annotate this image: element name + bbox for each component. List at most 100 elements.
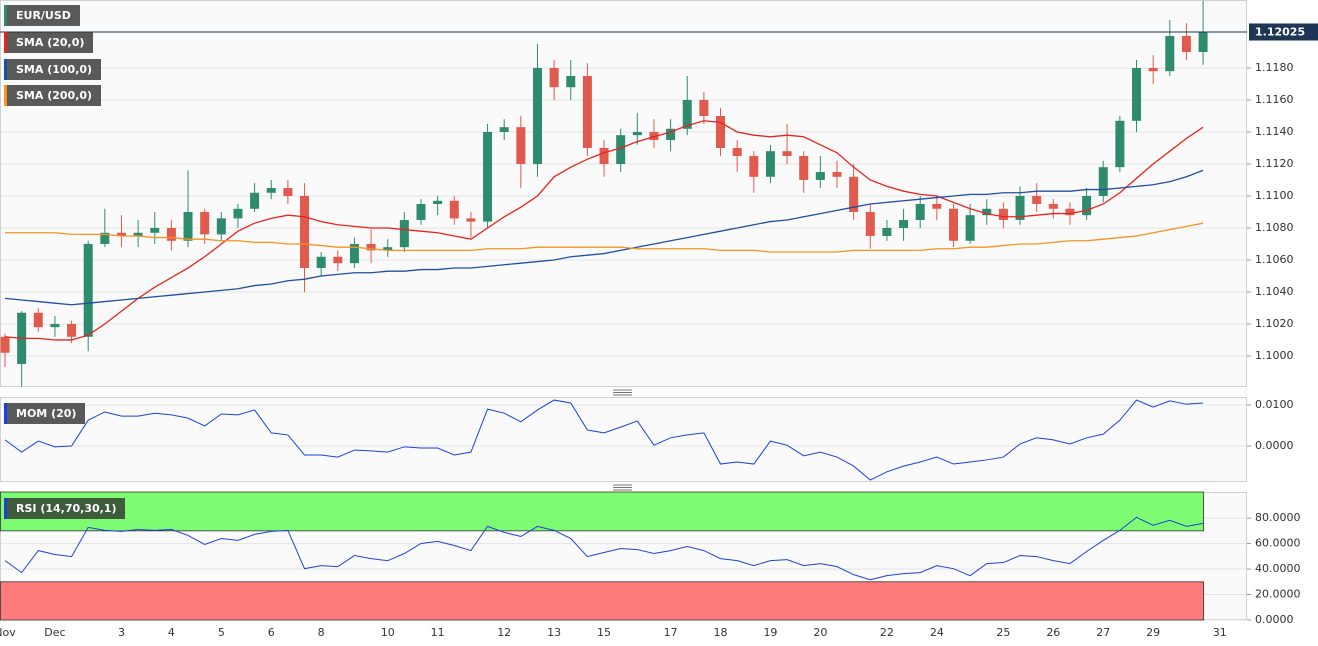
candle-body [549, 67, 559, 88]
candle-body [732, 147, 742, 156]
candle-body [499, 127, 509, 132]
x-tick-label: 8 [318, 626, 325, 639]
candle-body [749, 155, 759, 177]
candle-body [849, 176, 859, 212]
legend-item: EUR/USD [4, 5, 80, 26]
series-line [4, 399, 1204, 481]
legend-label: EUR/USD [16, 9, 71, 22]
x-tick-label: 22 [880, 626, 894, 639]
candle-body [183, 211, 193, 241]
candle-body [1032, 195, 1042, 204]
candle-body [100, 232, 110, 244]
candle-body [1065, 208, 1075, 216]
y-tick-label: 80.0000 [1255, 511, 1301, 524]
last-price-tag [1249, 23, 1318, 41]
x-tick-label: Nov [0, 626, 16, 639]
y-tick-label: 0.0000 [1255, 613, 1294, 626]
legend-item: MOM (20) [4, 403, 86, 424]
x-tick-label: 20 [813, 626, 827, 639]
candle-body [765, 151, 775, 177]
candle-body [832, 171, 842, 177]
candle-body [216, 218, 226, 235]
candle-body [682, 99, 692, 129]
candle-body [782, 151, 792, 156]
x-tick-label: 4 [168, 626, 175, 639]
candle-body [33, 312, 43, 328]
candle-body [333, 256, 343, 264]
x-tick-label: 13 [547, 626, 561, 639]
y-tick-label: 1.1160 [1255, 93, 1294, 106]
candle-body [566, 75, 576, 88]
x-tick-label: 18 [714, 626, 728, 639]
candle-body [932, 203, 942, 209]
candle-body [383, 247, 393, 251]
candle-body [699, 99, 709, 116]
y-tick-label: 1.1000 [1255, 349, 1294, 362]
candle-body [666, 128, 676, 140]
legend-item: SMA (100,0) [4, 58, 102, 80]
candle-body [266, 187, 276, 193]
candle-body [166, 227, 176, 241]
candle-body [649, 131, 659, 140]
legend-swatch [4, 403, 7, 424]
legend-swatch [4, 498, 7, 519]
y-tick-label: 1.1180 [1255, 61, 1294, 74]
candle-body [316, 256, 326, 268]
candle-body [1198, 31, 1208, 52]
y-tick-label: 1.1140 [1255, 125, 1294, 138]
candle-body [616, 135, 626, 164]
series-line [5, 222, 1204, 253]
candle-body [632, 131, 642, 136]
legend-label: MOM (20) [16, 407, 77, 420]
candle-body [283, 187, 293, 196]
x-tick-label: Dec [44, 626, 65, 639]
candle-body [882, 227, 892, 236]
x-tick-label: 31 [1213, 626, 1227, 639]
candle-body [150, 227, 160, 233]
x-tick-label: 26 [1046, 626, 1060, 639]
y-tick-label: 20.0000 [1255, 588, 1301, 601]
legend-label: SMA (200,0) [16, 89, 93, 102]
candle-body [83, 243, 93, 337]
candle-body [899, 219, 909, 228]
oversold-zone [0, 581, 1204, 621]
candle-body [466, 218, 476, 222]
candle-body [1148, 67, 1158, 72]
y-tick-label: 0.0000 [1255, 439, 1294, 452]
x-tick-label: 12 [497, 626, 511, 639]
legend-swatch [4, 85, 7, 106]
y-tick-label: 0.0100 [1255, 398, 1294, 411]
candle-body [998, 208, 1008, 220]
legend-item: SMA (200,0) [4, 85, 102, 106]
candle-body [716, 115, 726, 148]
legend-swatch [4, 5, 7, 26]
legend-swatch [4, 32, 7, 53]
y-tick-label: 1.1120 [1255, 157, 1294, 170]
x-tick-label: 27 [1096, 626, 1110, 639]
candle-body [799, 155, 809, 180]
candle-body [965, 215, 975, 241]
candle-body [582, 75, 592, 148]
x-tick-label: 19 [763, 626, 777, 639]
series-line [4, 516, 1204, 581]
candle-body [416, 203, 426, 220]
candle-body [200, 211, 210, 235]
x-tick-label: 25 [996, 626, 1010, 639]
candle-body [532, 67, 542, 164]
y-tick-label: 60.0000 [1255, 537, 1301, 550]
y-tick-label: 1.1020 [1255, 317, 1294, 330]
candle-body [449, 200, 459, 219]
legend-item: RSI (14,70,30,1) [4, 498, 126, 519]
candle-body [233, 208, 243, 219]
legend-label: SMA (20,0) [16, 36, 85, 49]
candle-body [1181, 35, 1191, 52]
mom-panel [0, 397, 1247, 482]
candle-body [433, 200, 443, 204]
y-tick-label: 1.1080 [1255, 221, 1294, 234]
candle-body [982, 208, 992, 216]
candle-body [815, 171, 825, 180]
legend-label: SMA (100,0) [16, 62, 93, 76]
candle-body [948, 208, 958, 241]
x-tick-label: 29 [1146, 626, 1160, 639]
